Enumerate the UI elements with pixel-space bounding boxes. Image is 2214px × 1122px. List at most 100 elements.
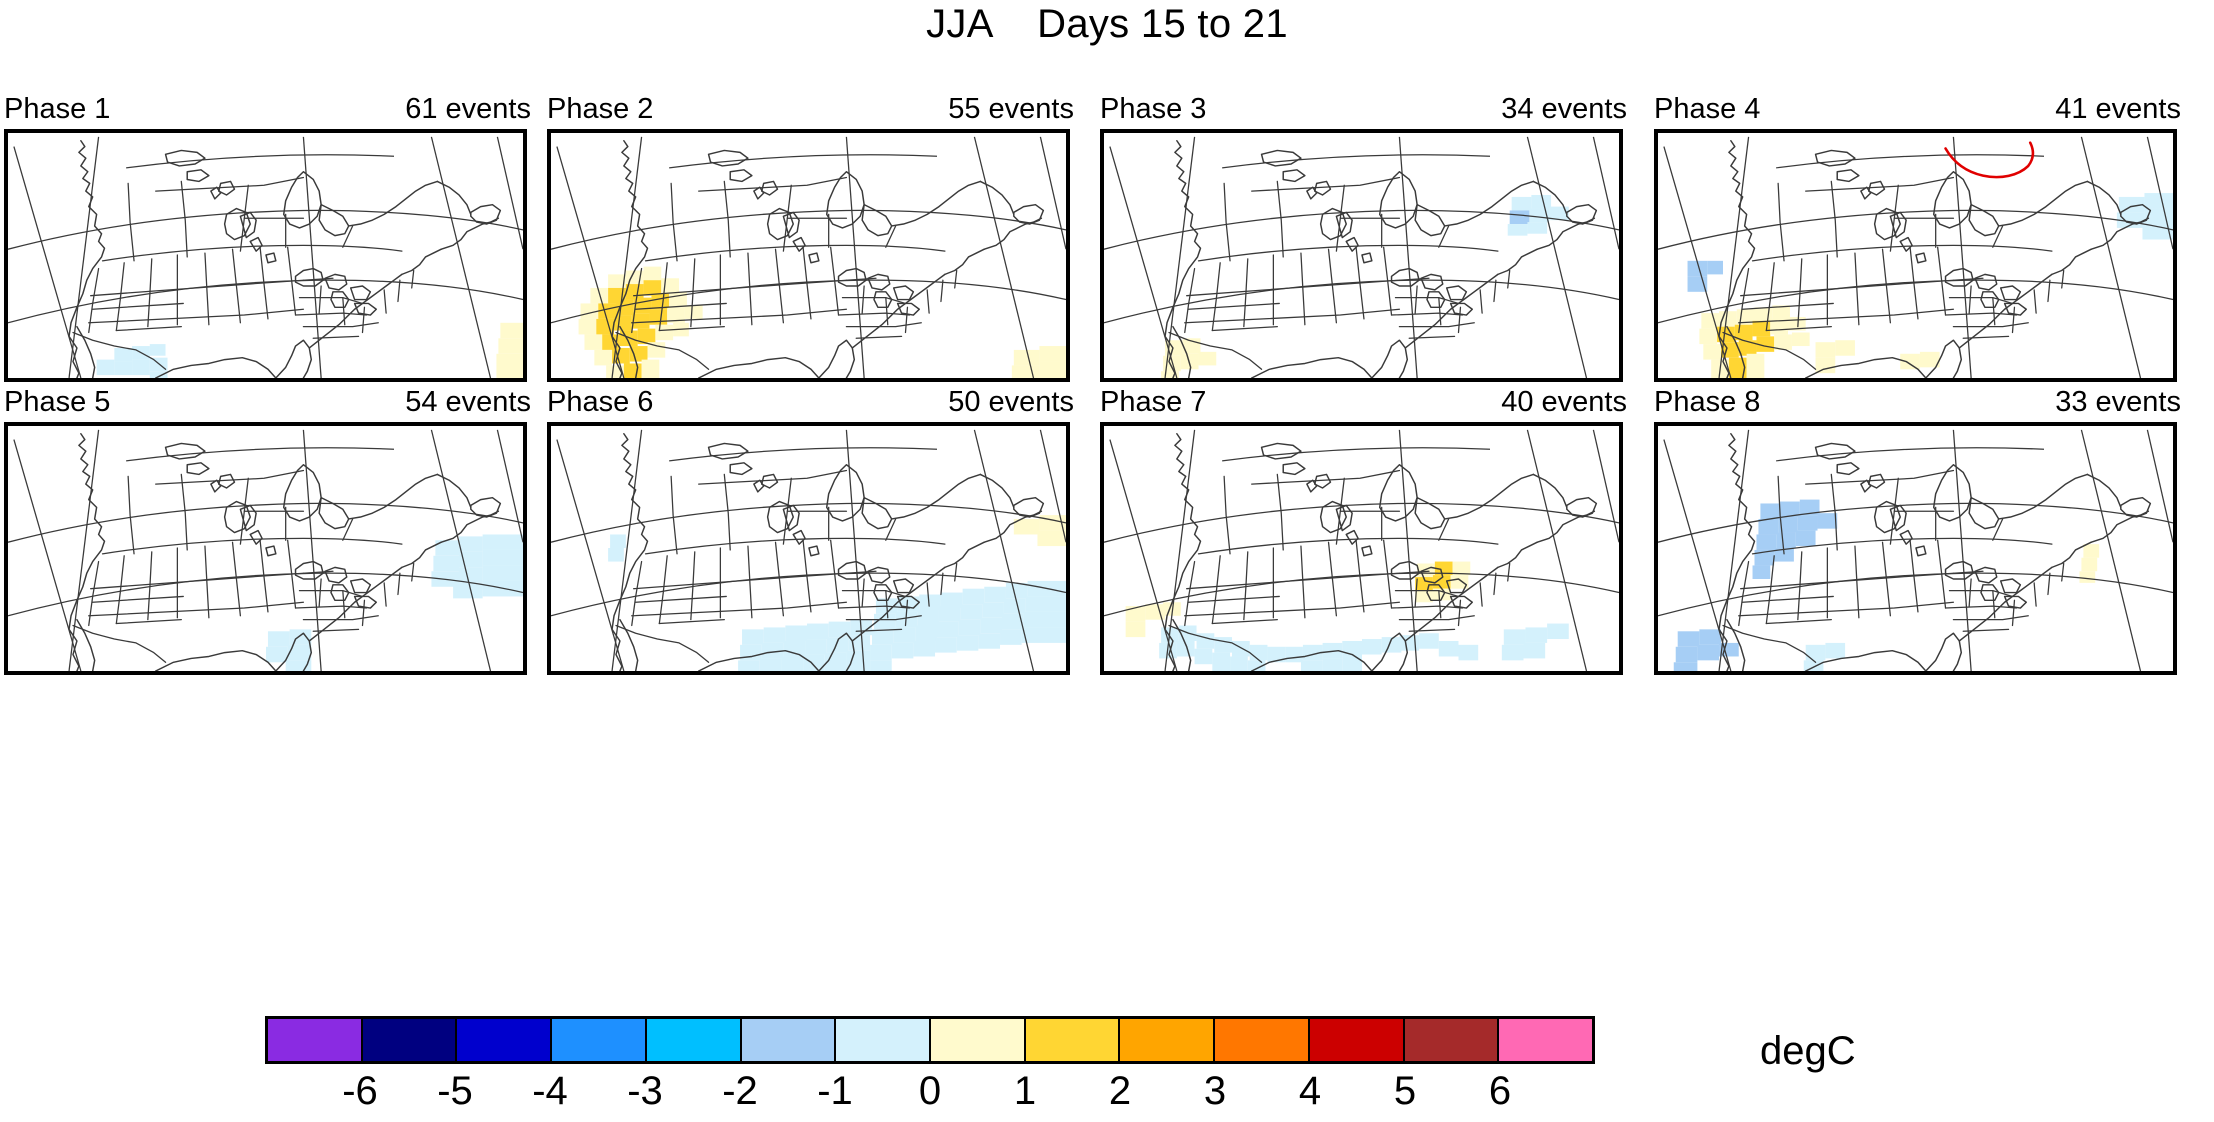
panel-events-label: 54 events xyxy=(405,386,531,418)
anomaly-cell xyxy=(956,635,979,651)
panel-events-label: 41 events xyxy=(2055,93,2181,125)
map-canvas xyxy=(551,426,1066,671)
anomaly-cell xyxy=(1527,222,1548,234)
anomaly-cell xyxy=(598,303,616,319)
map-frame xyxy=(1654,129,2177,382)
map-canvas xyxy=(8,133,523,378)
map-frame xyxy=(547,129,1070,382)
map-frame xyxy=(1100,422,1623,675)
anomaly-cell xyxy=(433,555,459,572)
anomaly-cell xyxy=(631,313,650,329)
panel-phase-label: Phase 8 xyxy=(1654,386,1761,418)
anomaly-cell xyxy=(960,604,983,620)
anomaly-cell xyxy=(149,344,166,356)
anomaly-cell xyxy=(1756,534,1777,550)
anomaly-cell xyxy=(578,318,597,335)
anomaly-cell xyxy=(1198,351,1217,366)
colorbar-ticks: -6 -5 -4 -3 -2 -1 0 1 2 3 4 5 6 xyxy=(265,1068,1595,1118)
anomaly-cell xyxy=(1342,656,1362,671)
anomaly-cell xyxy=(1900,353,1920,370)
anomaly-cell xyxy=(1728,357,1747,378)
anomaly-cell xyxy=(1415,590,1433,603)
colorbar-tick: -1 xyxy=(817,1069,853,1113)
anomaly-cell xyxy=(1000,629,1022,645)
map-canvas xyxy=(1658,133,2173,378)
anomaly-cell xyxy=(742,629,764,645)
anomaly-cell xyxy=(1529,208,1550,223)
panel-events-label: 55 events xyxy=(948,93,1074,125)
panel-header: Phase 4 41 events xyxy=(1650,93,2183,127)
anomaly-cell xyxy=(1212,652,1231,671)
anomaly-cell xyxy=(783,640,806,657)
colorbar-unit-label: degC xyxy=(1760,1029,1856,1073)
map-canvas xyxy=(8,426,523,671)
anomaly-cell xyxy=(1039,346,1066,362)
coastlines xyxy=(1164,140,1598,378)
anomaly-cell xyxy=(937,621,959,638)
map-canvas xyxy=(551,133,1066,378)
anomaly-cell xyxy=(590,287,609,304)
anomaly-cell xyxy=(915,625,938,641)
anomaly-cell xyxy=(1774,548,1794,562)
panel-events-label: 33 events xyxy=(2055,386,2181,418)
colorbar-tick: 2 xyxy=(1108,1069,1132,1113)
anomaly-cell xyxy=(919,594,941,610)
anomaly-cell xyxy=(482,565,523,581)
coastlines xyxy=(1718,140,2152,378)
anomaly-cell xyxy=(1778,517,1798,533)
anomaly-cell xyxy=(1699,629,1722,645)
anomaly-cell xyxy=(1249,644,1268,661)
graticule xyxy=(1104,429,1619,671)
anomaly-cell xyxy=(870,644,892,661)
anomaly-cell xyxy=(1025,596,1066,612)
anomaly-cell xyxy=(265,646,288,663)
colorbar-tick: 4 xyxy=(1298,1069,1322,1113)
panel-events-label: 40 events xyxy=(1501,386,1627,418)
figure-title: JJA Days 15 to 21 xyxy=(926,2,1288,46)
anomaly-cell xyxy=(2144,193,2173,209)
political-borders xyxy=(1722,176,2065,370)
colorbar-cell xyxy=(457,1019,553,1061)
anomaly-cell xyxy=(1322,658,1343,671)
anomaly-cell xyxy=(458,567,483,583)
map-panel-phase-8: Phase 8 33 events xyxy=(1650,386,2183,683)
political-borders xyxy=(1168,469,1511,663)
anomaly-cell xyxy=(2079,571,2096,583)
coastlines xyxy=(611,140,1045,378)
colorbar-tick: 0 xyxy=(918,1069,942,1113)
colorbar-cell xyxy=(268,1019,363,1061)
anomaly-cell xyxy=(1163,602,1181,616)
panel-header: Phase 3 34 events xyxy=(1096,93,1629,127)
map-canvas xyxy=(1658,426,2173,671)
anomaly-cell xyxy=(940,592,963,609)
anomaly-cell xyxy=(1919,351,1940,368)
anomaly-cell xyxy=(1835,340,1855,356)
anomaly-cell xyxy=(435,540,459,556)
anomaly-cell xyxy=(1432,588,1451,601)
coastlines xyxy=(1718,433,2152,671)
anomaly-cell xyxy=(807,623,829,640)
panel-header: Phase 8 33 events xyxy=(1650,386,2183,420)
anomaly-cell xyxy=(1697,644,1720,661)
colorbar-cell xyxy=(646,1019,742,1061)
anomaly-cell xyxy=(1005,582,1028,599)
anomaly-cell xyxy=(498,338,523,354)
anomaly-cell xyxy=(872,629,894,645)
anomaly-cell xyxy=(1011,365,1040,378)
colorbar-cell xyxy=(931,1019,1026,1061)
anomaly-cell xyxy=(1145,604,1166,620)
anomaly-cell xyxy=(1752,320,1771,337)
anomaly-cell xyxy=(596,318,615,335)
political-borders xyxy=(615,469,958,663)
anomaly-cell xyxy=(873,613,896,630)
anomaly-cell xyxy=(917,609,939,626)
anomaly-cell xyxy=(2083,544,2100,558)
anomaly-cell xyxy=(1507,224,1528,236)
anomaly-cell xyxy=(1797,515,1818,531)
anomaly-cell xyxy=(584,334,603,350)
anomaly-cell xyxy=(608,548,624,562)
anomaly-cell xyxy=(763,627,786,643)
anomaly-cell xyxy=(1450,575,1469,589)
anomaly-cell xyxy=(1037,530,1066,547)
